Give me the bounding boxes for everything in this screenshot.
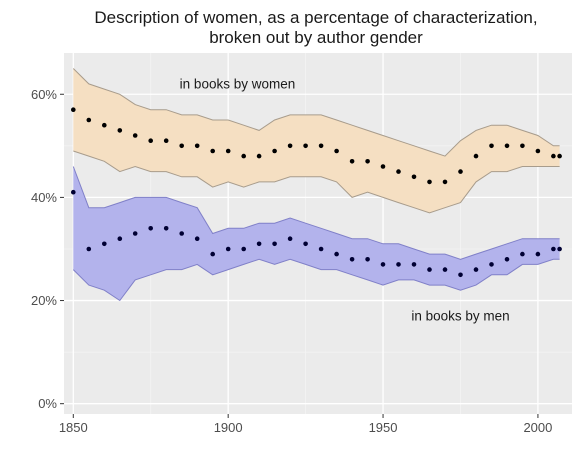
men-point bbox=[365, 257, 370, 262]
x-axis: 1850 1900 1950 2000 bbox=[59, 414, 552, 435]
series-annotation: in books by men bbox=[411, 309, 509, 324]
women-point bbox=[86, 117, 92, 123]
men-point bbox=[557, 246, 562, 252]
men-band-lower-edge bbox=[72, 258, 560, 302]
women-point bbox=[334, 148, 339, 154]
women-point bbox=[148, 138, 153, 143]
annotations: in books by women in books by men bbox=[180, 76, 510, 323]
women-point bbox=[396, 169, 401, 174]
women-point bbox=[179, 143, 184, 149]
women-point bbox=[210, 148, 215, 154]
women-point bbox=[489, 143, 494, 149]
women-point bbox=[194, 143, 200, 149]
men-band-upper-edge bbox=[72, 166, 560, 260]
x-tick-label: 1850 bbox=[59, 420, 88, 435]
men-point bbox=[520, 251, 525, 257]
men-point bbox=[551, 246, 556, 252]
men-point bbox=[427, 267, 432, 272]
men-point bbox=[287, 236, 293, 241]
men-point bbox=[411, 262, 417, 267]
y-tick-label: 40% bbox=[31, 190, 57, 205]
men-point bbox=[241, 246, 246, 252]
men-point bbox=[132, 231, 138, 236]
x-tick-label: 1900 bbox=[214, 420, 243, 435]
men-point bbox=[194, 236, 200, 241]
y-axis: 0% 20% 40% 60% bbox=[31, 87, 64, 411]
chart-subtitle: broken out by author gender bbox=[209, 28, 423, 47]
men-point bbox=[272, 241, 277, 247]
men-point bbox=[473, 267, 479, 272]
women-band-upper-edge bbox=[72, 68, 560, 157]
men-point bbox=[163, 226, 169, 231]
women-band-lower-edge bbox=[73, 150, 560, 214]
men-point bbox=[179, 231, 184, 236]
men-point bbox=[318, 246, 324, 252]
men-point bbox=[303, 241, 308, 247]
men-confidence-band bbox=[73, 166, 560, 301]
women-point bbox=[132, 133, 138, 138]
men-point bbox=[396, 262, 401, 267]
x-tick-label: 2000 bbox=[523, 420, 552, 435]
women-point bbox=[473, 153, 479, 159]
chart-title: Description of women, as a percentage of… bbox=[94, 8, 537, 27]
men-point bbox=[349, 257, 355, 262]
series-layer bbox=[71, 68, 562, 302]
x-tick-label: 1950 bbox=[369, 420, 398, 435]
men-point bbox=[210, 251, 215, 257]
women-point bbox=[380, 164, 386, 169]
men-point bbox=[334, 251, 339, 257]
men-point bbox=[225, 246, 231, 252]
women-point bbox=[71, 107, 76, 112]
men-point bbox=[256, 241, 262, 247]
men-point bbox=[489, 262, 494, 267]
men-point bbox=[504, 257, 510, 262]
men-point bbox=[535, 251, 541, 257]
men-point bbox=[86, 246, 92, 252]
women-point bbox=[551, 153, 556, 159]
men-point bbox=[458, 272, 463, 278]
major-gridlines bbox=[64, 53, 572, 414]
women-point bbox=[272, 148, 277, 154]
women-point bbox=[504, 143, 510, 149]
women-point bbox=[163, 138, 169, 143]
women-point bbox=[458, 169, 463, 174]
y-tick-label: 60% bbox=[31, 87, 57, 102]
women-point bbox=[287, 143, 293, 149]
y-tick-label: 20% bbox=[31, 293, 57, 308]
women-point bbox=[365, 159, 370, 164]
women-point bbox=[411, 174, 417, 180]
women-point bbox=[535, 148, 541, 154]
women-point bbox=[241, 153, 246, 159]
men-point bbox=[442, 267, 448, 272]
women-point bbox=[303, 143, 308, 149]
women-point bbox=[117, 128, 123, 133]
series-annotation: in books by women bbox=[180, 76, 296, 91]
women-point bbox=[442, 179, 448, 185]
women-point bbox=[557, 153, 562, 159]
women-point bbox=[318, 143, 324, 149]
women-point bbox=[349, 159, 355, 164]
women-point bbox=[225, 148, 231, 154]
women-point bbox=[256, 153, 262, 159]
men-point bbox=[117, 236, 123, 241]
women-point bbox=[427, 179, 432, 185]
men-point bbox=[380, 262, 386, 267]
men-point bbox=[148, 226, 153, 231]
women-point bbox=[102, 122, 107, 128]
men-point bbox=[71, 189, 76, 195]
y-tick-label: 0% bbox=[38, 396, 57, 411]
men-point bbox=[102, 241, 107, 247]
women-point bbox=[520, 143, 525, 149]
